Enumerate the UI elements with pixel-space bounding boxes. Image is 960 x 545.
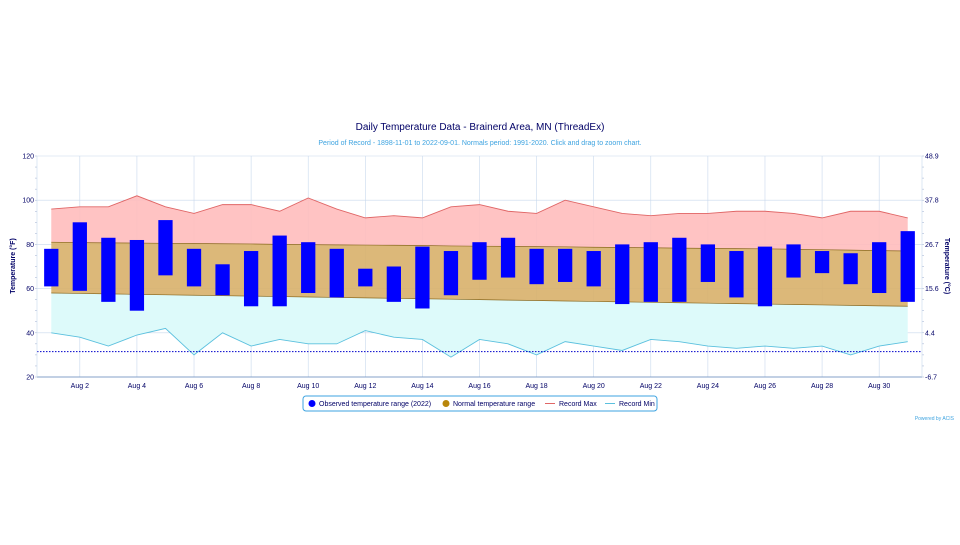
- observed-bar[interactable]: [72, 222, 87, 291]
- observed-bar[interactable]: [558, 248, 573, 282]
- observed-bar[interactable]: [386, 266, 401, 302]
- record-series: [37, 195, 922, 358]
- observed-bar[interactable]: [786, 244, 801, 278]
- chart-title: Daily Temperature Data - Brainerd Area, …: [356, 122, 605, 133]
- record-max-line: [51, 195, 908, 219]
- legend-item-record-min[interactable]: Record Min: [605, 401, 655, 408]
- observed-bar[interactable]: [500, 237, 516, 278]
- x-tick-label: Aug 16: [468, 383, 490, 390]
- observed-bar[interactable]: [472, 242, 487, 280]
- observed-bar[interactable]: [443, 251, 459, 296]
- y2-tick-label: 15.6: [925, 286, 939, 293]
- x-tick-label: Aug 28: [811, 383, 833, 390]
- x-tick-label: Aug 8: [242, 383, 260, 390]
- y-tick-label: 120: [22, 154, 34, 161]
- observed-range-series[interactable]: [44, 220, 915, 311]
- observed-bar[interactable]: [757, 246, 773, 307]
- y-tick-label: 80: [26, 242, 34, 249]
- x-tick-label: Aug 24: [697, 383, 719, 390]
- observed-bar[interactable]: [415, 246, 430, 309]
- legend-marker-normal: [442, 400, 450, 407]
- x-tick-label: Aug 10: [297, 383, 319, 390]
- legend-label-normal: Normal temperature range: [453, 401, 535, 408]
- observed-bar[interactable]: [729, 251, 744, 298]
- axes: 20 -6.7 40 4.4 60 15.6 80 26.7 100 37.8 120 48.9 Aug…: [22, 154, 938, 391]
- observed-bar[interactable]: [643, 242, 658, 302]
- observed-bar[interactable]: [243, 251, 259, 307]
- y2-tick-label: -6.7: [925, 375, 937, 382]
- observed-bar[interactable]: [329, 248, 344, 298]
- legend-label-record-max: Record Max: [559, 401, 597, 408]
- x-tick-label: Aug 4: [128, 383, 146, 390]
- x-tick-label: Aug 22: [640, 383, 662, 390]
- x-tick-label: Aug 14: [411, 383, 433, 390]
- x-tick-label: Aug 12: [354, 383, 376, 390]
- x-tick-label: Aug 2: [71, 383, 89, 390]
- x-tick-label: Aug 18: [526, 383, 548, 390]
- legend[interactable]: Observed temperature range (2022) Normal…: [302, 395, 658, 412]
- record-min-area: [51, 293, 908, 358]
- legend-box: [302, 395, 658, 412]
- observed-bar[interactable]: [900, 231, 915, 302]
- observed-bar[interactable]: [129, 239, 145, 311]
- observed-bar[interactable]: [872, 242, 887, 294]
- observed-bar[interactable]: [186, 248, 202, 287]
- observed-bar[interactable]: [101, 237, 116, 302]
- observed-bar[interactable]: [700, 244, 716, 282]
- x-tick-label: Aug 6: [185, 383, 203, 390]
- observed-bar[interactable]: [44, 248, 59, 287]
- observed-bar[interactable]: [672, 237, 687, 302]
- y-axis-title-right: Temperature (°C): [943, 238, 951, 294]
- observed-bar[interactable]: [586, 251, 601, 287]
- record-min-line: [51, 327, 908, 358]
- y2-tick-label: 37.8: [925, 198, 939, 205]
- y2-tick-label: 26.7: [925, 242, 939, 249]
- y2-tick-label: 48.9: [925, 154, 939, 161]
- credit-link[interactable]: Powered by ACIS: [915, 416, 955, 422]
- observed-bar[interactable]: [158, 220, 173, 276]
- observed-bar[interactable]: [215, 264, 230, 296]
- observed-bar[interactable]: [615, 244, 630, 305]
- observed-bar[interactable]: [529, 248, 544, 285]
- observed-bar[interactable]: [301, 242, 316, 294]
- y-tick-label: 20: [26, 375, 34, 382]
- chart-subtitle: Period of Record - 1898-11-01 to 2022-09…: [318, 140, 641, 147]
- y-axis-title-left: Temperature (°F): [9, 238, 17, 294]
- legend-label-record-min: Record Min: [619, 401, 655, 408]
- y-tick-label: 60: [26, 286, 34, 293]
- legend-label-observed: Observed temperature range (2022): [319, 401, 431, 408]
- legend-item-record-max[interactable]: Record Max: [545, 401, 597, 408]
- x-tick-label: Aug 30: [868, 383, 890, 390]
- legend-item-observed[interactable]: Observed temperature range (2022): [308, 400, 432, 408]
- legend-marker-observed: [308, 400, 316, 407]
- y2-tick-label: 4.4: [925, 330, 935, 337]
- observed-bar[interactable]: [814, 251, 830, 274]
- x-tick-label: Aug 26: [754, 383, 776, 390]
- observed-bar[interactable]: [843, 253, 858, 285]
- y-tick-label: 100: [22, 198, 34, 205]
- x-tick-label: Aug 20: [583, 383, 605, 390]
- record-max-area: [51, 195, 908, 252]
- y-tick-label: 40: [26, 330, 34, 337]
- legend-item-normal[interactable]: Normal temperature range: [442, 400, 536, 408]
- observed-bar[interactable]: [272, 235, 287, 307]
- observed-bar[interactable]: [358, 268, 373, 287]
